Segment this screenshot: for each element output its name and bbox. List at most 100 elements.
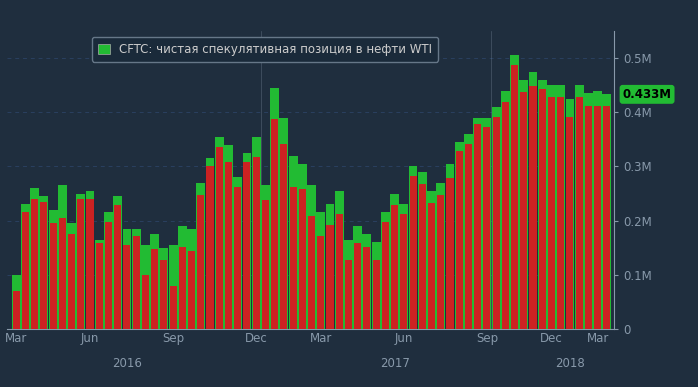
Bar xyxy=(40,202,47,329)
Bar xyxy=(132,229,140,329)
Bar xyxy=(242,153,251,329)
Bar xyxy=(225,162,232,329)
Bar xyxy=(12,275,21,329)
Bar xyxy=(345,260,352,329)
Bar xyxy=(142,275,149,329)
Bar xyxy=(493,116,500,329)
Bar xyxy=(196,183,205,329)
Bar xyxy=(13,291,20,329)
Bar xyxy=(447,178,454,329)
Bar xyxy=(594,106,601,329)
Bar xyxy=(538,80,547,329)
Bar xyxy=(445,164,454,329)
Bar xyxy=(565,99,574,329)
Bar xyxy=(390,194,399,329)
Bar xyxy=(96,243,103,329)
Bar xyxy=(327,225,334,329)
Bar xyxy=(270,88,279,329)
Bar xyxy=(464,134,473,329)
Bar xyxy=(410,176,417,329)
Bar xyxy=(519,80,528,329)
Bar xyxy=(59,218,66,329)
Bar xyxy=(234,187,242,329)
Bar xyxy=(169,245,177,329)
Bar xyxy=(557,97,564,329)
Bar xyxy=(113,196,122,329)
Bar xyxy=(151,249,158,329)
Bar xyxy=(585,106,592,329)
Bar xyxy=(308,216,315,329)
Bar xyxy=(419,184,426,329)
Bar xyxy=(95,240,104,329)
Bar xyxy=(317,236,325,329)
Bar xyxy=(105,222,112,329)
Bar xyxy=(528,72,537,329)
Bar xyxy=(436,183,445,329)
Bar xyxy=(437,195,445,329)
Bar xyxy=(593,91,602,329)
Bar xyxy=(316,212,325,329)
Bar xyxy=(281,144,288,329)
Bar xyxy=(161,260,168,329)
Bar xyxy=(362,234,371,329)
Bar xyxy=(58,185,67,329)
Bar xyxy=(49,210,57,329)
Bar xyxy=(215,137,223,329)
Bar xyxy=(372,242,380,329)
Bar xyxy=(233,177,242,329)
Bar xyxy=(178,226,187,329)
Bar xyxy=(576,97,583,329)
Bar xyxy=(150,234,159,329)
Bar xyxy=(307,185,316,329)
Bar xyxy=(104,212,113,329)
Bar xyxy=(547,85,556,329)
Bar xyxy=(262,200,269,329)
Bar xyxy=(114,205,121,329)
Bar xyxy=(408,166,417,329)
Bar xyxy=(261,185,270,329)
Bar xyxy=(187,229,196,329)
Bar xyxy=(474,124,481,329)
Bar xyxy=(124,245,131,329)
Bar xyxy=(483,127,491,329)
Bar xyxy=(22,212,29,329)
Bar xyxy=(68,234,75,329)
Bar xyxy=(511,65,518,329)
Bar xyxy=(336,214,343,329)
Bar xyxy=(548,97,555,329)
Bar xyxy=(252,137,260,329)
Bar xyxy=(206,158,214,329)
Bar xyxy=(354,243,362,329)
Bar xyxy=(290,187,297,329)
Bar xyxy=(574,85,584,329)
Bar xyxy=(298,164,306,329)
Text: 2018: 2018 xyxy=(555,357,585,370)
Bar xyxy=(364,247,371,329)
Bar xyxy=(353,226,362,329)
Bar xyxy=(21,204,30,329)
Bar xyxy=(31,199,38,329)
Bar xyxy=(198,195,205,329)
Bar xyxy=(566,116,574,329)
Bar xyxy=(335,191,343,329)
Bar xyxy=(603,106,610,329)
Bar xyxy=(427,191,436,329)
Bar xyxy=(418,172,426,329)
Bar xyxy=(133,236,140,329)
Bar xyxy=(224,145,233,329)
Bar xyxy=(556,85,565,329)
Bar xyxy=(502,103,509,329)
Bar xyxy=(76,194,85,329)
Bar xyxy=(87,199,94,329)
Bar xyxy=(179,247,186,329)
Bar xyxy=(123,229,131,329)
Bar xyxy=(455,142,463,329)
Bar xyxy=(289,156,297,329)
Bar xyxy=(428,203,435,329)
Bar xyxy=(279,118,288,329)
Legend: CFTC: чистая спекулятивная позиция в нефти WTI: CFTC: чистая спекулятивная позиция в неф… xyxy=(92,37,438,62)
Bar xyxy=(77,199,84,329)
Bar xyxy=(40,196,48,329)
Bar xyxy=(602,94,611,329)
Text: 0.433M: 0.433M xyxy=(623,88,671,101)
